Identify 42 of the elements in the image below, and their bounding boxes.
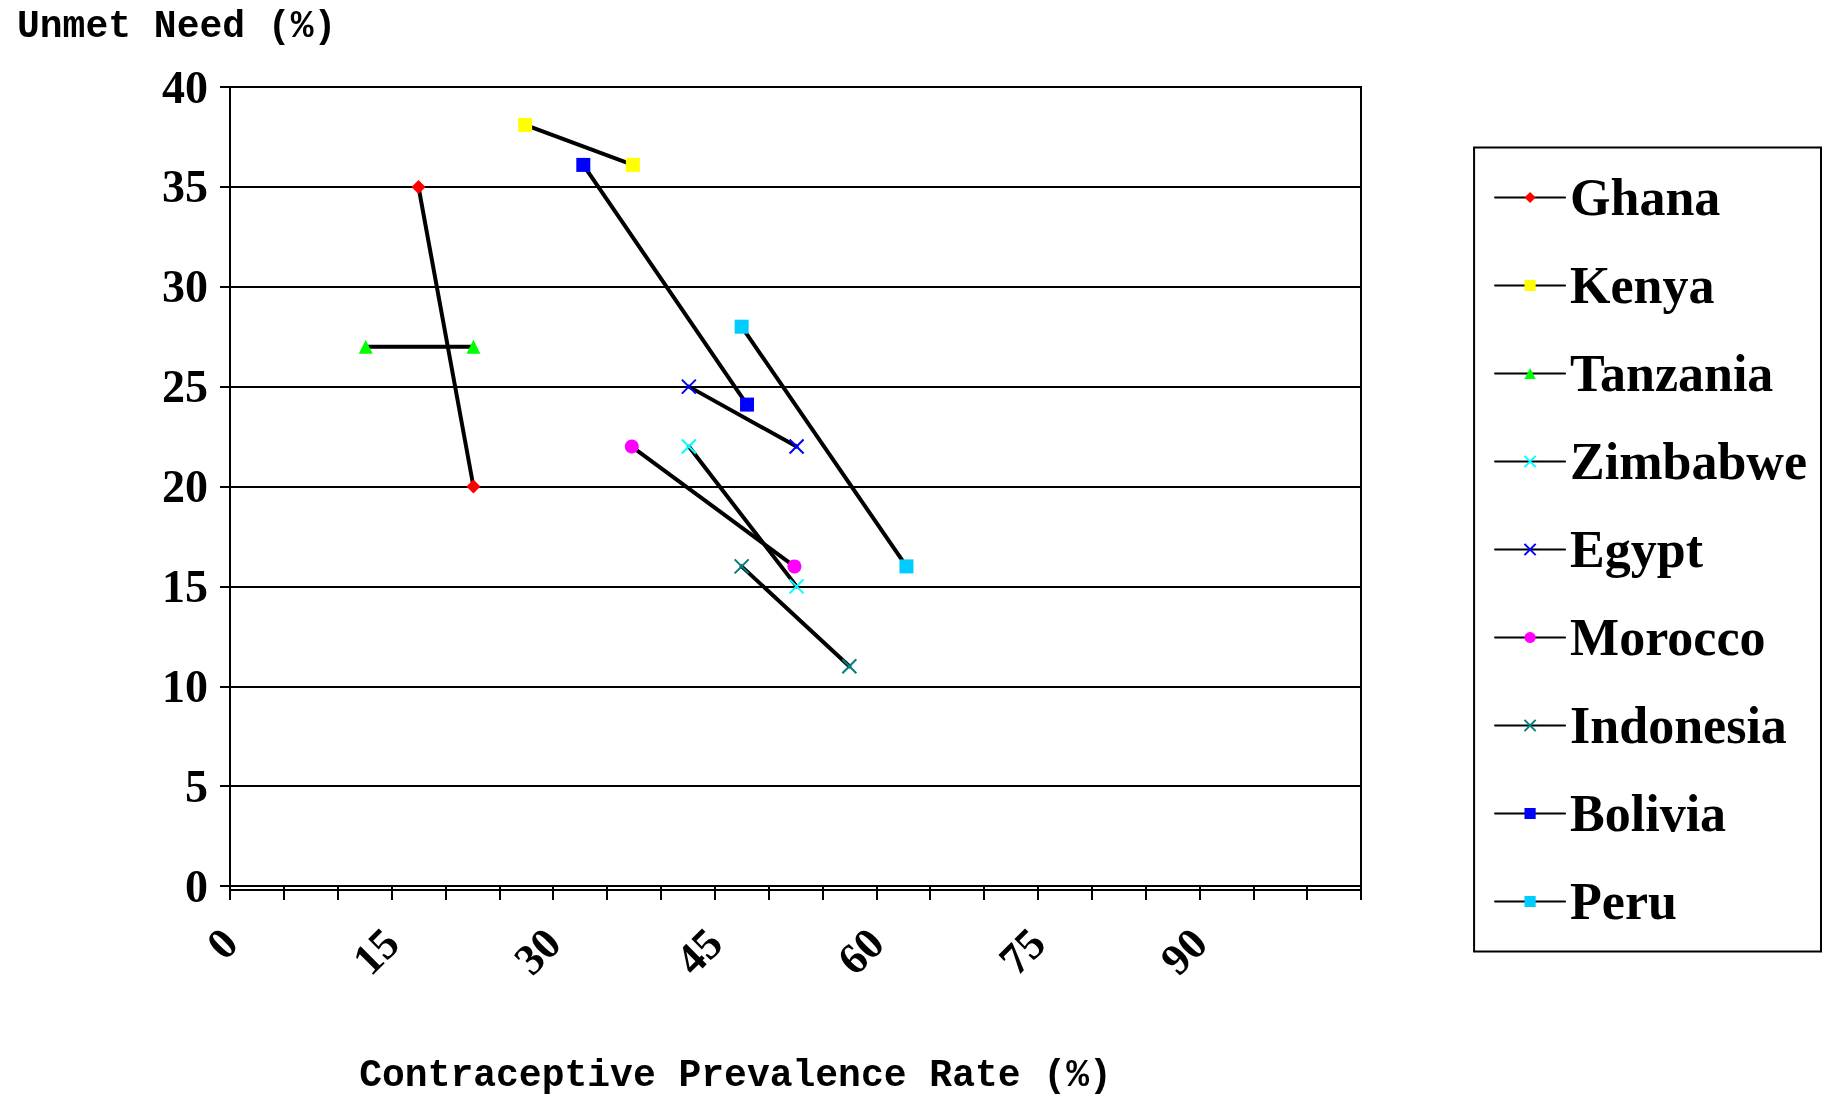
legend-label: Tanzania <box>1570 345 1774 402</box>
point <box>899 559 914 574</box>
x-tick-label: 75 <box>989 918 1056 985</box>
point <box>788 438 805 455</box>
point <box>624 439 639 454</box>
x-tick-label: 45 <box>666 918 733 985</box>
point <box>740 397 755 412</box>
y-tick-label: 20 <box>162 461 208 512</box>
point <box>680 378 697 395</box>
legend-label: Ghana <box>1570 169 1721 226</box>
x-axis-title: Contraceptive Prevalence Rate (%) <box>359 1053 1112 1097</box>
point <box>680 438 697 455</box>
x-tick-label: 30 <box>504 918 571 985</box>
legend-label: Zimbabwe <box>1570 433 1807 490</box>
y-tick-label: 0 <box>185 860 208 912</box>
legend-label: Morocco <box>1570 609 1766 666</box>
y-tick-label: 5 <box>185 760 208 812</box>
point <box>787 559 802 574</box>
y-tick-label: 15 <box>162 560 208 612</box>
point <box>734 319 749 334</box>
point <box>576 157 591 172</box>
legend-label: Bolivia <box>1570 785 1727 842</box>
x-tick-label: 90 <box>1151 918 1217 985</box>
y-tick-label: 25 <box>162 361 208 413</box>
y-tick-label: 10 <box>162 660 208 712</box>
legend-label: Egypt <box>1570 521 1704 578</box>
point <box>788 578 805 595</box>
point <box>411 179 426 194</box>
legend-label: Indonesia <box>1570 697 1787 754</box>
y-tick-label: 35 <box>162 161 208 213</box>
y-tick-label: 30 <box>162 261 208 313</box>
legend-label: Peru <box>1570 873 1677 930</box>
x-tick-label: 15 <box>343 918 409 985</box>
point <box>841 658 858 675</box>
point <box>466 479 481 494</box>
x-tick-label: 60 <box>827 918 894 985</box>
y-tick-label: 40 <box>162 61 208 113</box>
point <box>625 157 640 172</box>
point <box>733 558 750 575</box>
y-axis-title: Unmet Need (%) <box>17 4 337 48</box>
legend-label: Kenya <box>1570 257 1715 314</box>
point <box>518 117 533 132</box>
